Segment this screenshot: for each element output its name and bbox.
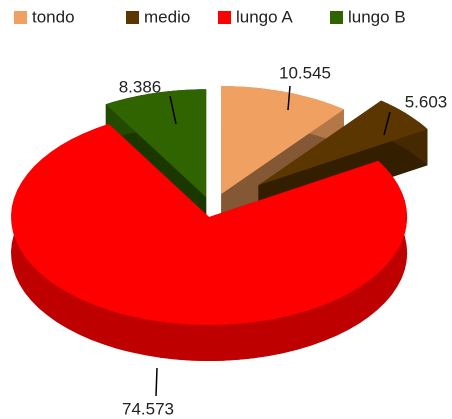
data-label: 74.573 — [122, 399, 174, 418]
slice-top — [221, 86, 344, 195]
legend-swatch — [126, 11, 139, 24]
slice-top — [105, 89, 207, 198]
leader-line — [155, 367, 158, 397]
leader-line — [383, 111, 391, 136]
slice-top — [11, 123, 408, 326]
legend-swatch — [330, 11, 343, 24]
legend-swatch — [14, 11, 27, 24]
slice — [11, 123, 408, 362]
data-label: 10.545 — [279, 63, 331, 82]
legend-label: lungo B — [348, 7, 406, 26]
legend-swatch — [218, 11, 231, 24]
data-label: 8.386 — [119, 77, 162, 96]
legend-label: medio — [144, 7, 190, 26]
data-label: 5.603 — [405, 92, 448, 111]
legend-label: lungo A — [236, 7, 293, 26]
leader-line — [169, 95, 177, 125]
slice-top — [258, 100, 428, 186]
legend-label: tondo — [32, 7, 75, 26]
leader-line — [287, 85, 291, 111]
